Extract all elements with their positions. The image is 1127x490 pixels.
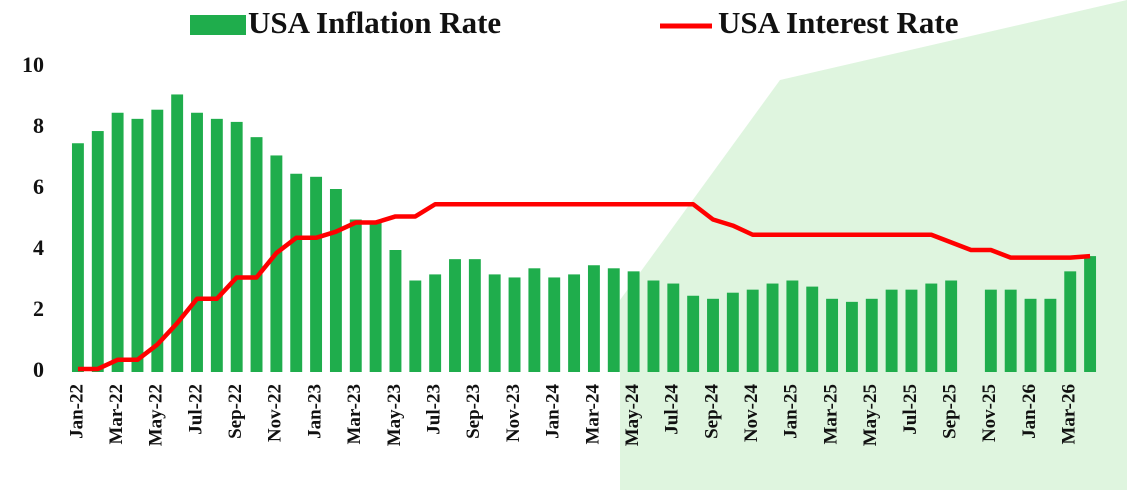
x-tick-label: Jan-23 — [304, 384, 325, 439]
bar — [845, 301, 858, 372]
bar — [429, 274, 442, 372]
bar — [468, 259, 481, 372]
y-tick-label: 0 — [33, 357, 44, 382]
bar — [607, 268, 620, 372]
bar — [250, 137, 263, 372]
x-tick-label: May-25 — [860, 384, 881, 446]
bar — [687, 295, 700, 372]
bar — [1004, 289, 1017, 372]
x-tick-label: Nov-22 — [265, 384, 286, 442]
x-tick-label: Jan-25 — [781, 384, 802, 439]
x-tick-label: Sep-22 — [225, 384, 246, 439]
bar — [171, 94, 184, 372]
x-tick-label: Nov-25 — [979, 384, 1000, 442]
y-tick-label: 2 — [33, 296, 44, 321]
bar — [449, 259, 461, 372]
x-tick-label: Jan-24 — [543, 384, 564, 439]
bar — [508, 277, 521, 372]
bar — [945, 280, 958, 372]
x-tick-label: May-24 — [622, 384, 643, 447]
bar — [528, 268, 541, 372]
bar — [1064, 271, 1077, 372]
legend-label: USA Inflation Rate — [248, 5, 501, 40]
y-tick-label: 4 — [33, 235, 44, 260]
bar — [766, 283, 779, 372]
x-tick-label: Jul-25 — [900, 384, 921, 435]
bar — [707, 298, 719, 372]
bar — [310, 176, 323, 372]
x-tick-label: Nov-24 — [741, 384, 762, 443]
legend-label: USA Interest Rate — [718, 5, 959, 40]
bar — [71, 143, 84, 372]
x-tick-label: May-22 — [146, 384, 167, 446]
bar — [210, 118, 223, 372]
bar — [885, 289, 898, 372]
bar — [826, 298, 839, 372]
bar — [290, 173, 303, 372]
bar — [349, 219, 362, 372]
bar — [786, 280, 799, 372]
bar — [647, 280, 660, 372]
x-tick-label: Mar-24 — [582, 384, 603, 445]
legend-swatch — [190, 15, 246, 35]
x-tick-label: Mar-26 — [1059, 384, 1080, 445]
x-tick-label: Sep-23 — [463, 384, 484, 439]
bar — [627, 271, 640, 372]
bar — [984, 289, 997, 372]
bar — [270, 155, 283, 372]
bar — [1084, 256, 1097, 372]
bar — [726, 292, 739, 372]
bar — [548, 277, 561, 372]
bar — [746, 289, 759, 372]
x-tick-label: Jul-23 — [424, 384, 445, 435]
x-tick-label: Jul-24 — [662, 384, 683, 435]
x-tick-label: Sep-25 — [940, 384, 961, 439]
x-tick-label: Nov-23 — [503, 384, 524, 442]
bar — [329, 189, 342, 372]
x-tick-label: Sep-24 — [701, 384, 722, 439]
bar — [409, 280, 422, 372]
bar — [806, 286, 819, 372]
bar — [925, 283, 938, 372]
bar — [667, 283, 680, 372]
bar — [131, 118, 144, 372]
line — [77, 202, 1091, 372]
bar — [865, 298, 878, 372]
bar — [369, 222, 382, 372]
bar — [91, 131, 104, 372]
y-tick-label: 10 — [22, 52, 44, 77]
y-tick-label: 8 — [33, 113, 44, 138]
bar — [191, 112, 203, 372]
bar — [1024, 298, 1037, 372]
x-tick-label: Jan-22 — [66, 384, 87, 439]
x-tick-label: Jul-22 — [185, 384, 206, 435]
bar — [1044, 298, 1057, 372]
bar — [568, 274, 581, 372]
bar — [389, 250, 402, 372]
x-tick-label: Mar-23 — [344, 384, 365, 445]
bar — [905, 289, 918, 372]
x-tick-label: Mar-22 — [106, 384, 127, 445]
x-tick-label: Mar-25 — [820, 384, 841, 445]
bar — [230, 121, 243, 373]
bar — [151, 109, 164, 372]
y-tick-label: 6 — [33, 174, 44, 199]
bar — [111, 112, 124, 372]
x-tick-label: May-23 — [384, 384, 405, 446]
bar — [587, 265, 600, 372]
x-tick-label: Jan-26 — [1019, 384, 1040, 439]
bar — [488, 274, 501, 372]
